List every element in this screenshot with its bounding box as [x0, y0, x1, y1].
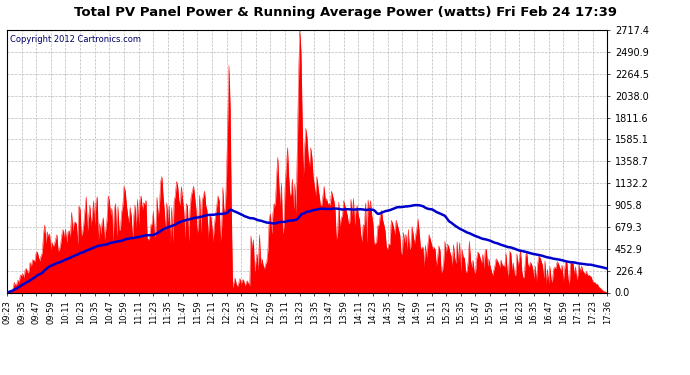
- Text: Total PV Panel Power & Running Average Power (watts) Fri Feb 24 17:39: Total PV Panel Power & Running Average P…: [74, 6, 616, 19]
- Text: Copyright 2012 Cartronics.com: Copyright 2012 Cartronics.com: [10, 35, 141, 44]
